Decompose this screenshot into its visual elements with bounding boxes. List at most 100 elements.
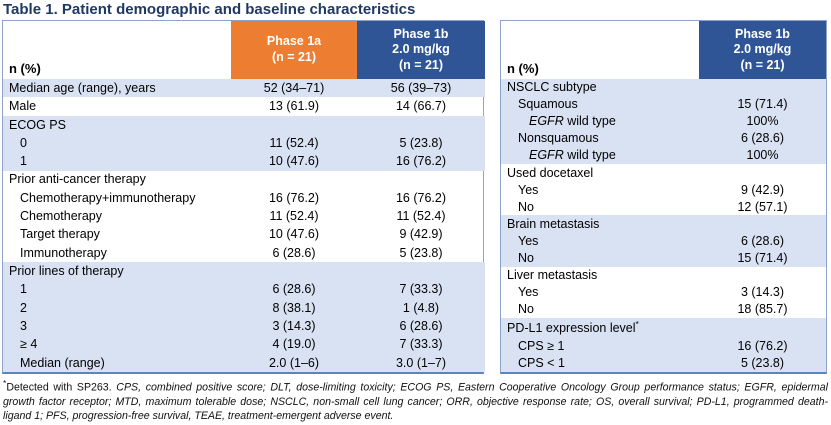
- header-row: n (%) Phase 1a (n = 21) Phase 1b 2.0 mg/…: [3, 21, 485, 79]
- row-value: 13 (61.9): [268, 99, 320, 114]
- row-label: ECOG PS: [3, 115, 231, 134]
- row-value: [231, 171, 357, 189]
- row-value: 7 (33.3): [357, 280, 485, 299]
- row-value: 1 (4.8): [357, 298, 485, 318]
- row-value: 11 (52.4): [269, 209, 319, 224]
- row-value: 5 (23.8): [699, 354, 826, 372]
- row-value: 6 (28.6): [231, 280, 357, 299]
- footnote-abbreviations: CPS, combined positive score; DLT, dose-…: [3, 381, 828, 422]
- row-value: 3 (14.3): [231, 317, 357, 336]
- row-label: Chemotherapy+immunotherapy: [20, 190, 196, 205]
- row-label: 1: [3, 280, 231, 299]
- left-table-body: Median age (range), years 52 (34–71) 56 (3…: [3, 79, 485, 372]
- row-label: No: [501, 249, 699, 267]
- row-label: EGFR wild type: [501, 113, 699, 131]
- table-row: 1 10 (47.6) 16 (76.2): [3, 152, 485, 171]
- row-label: Chemotherapy: [20, 209, 102, 224]
- row-label: Median (range): [3, 353, 231, 372]
- row-value: 10 (47.6): [268, 227, 320, 242]
- row-label-superscript: *: [635, 319, 639, 330]
- table-row: ECOG PS: [3, 115, 485, 134]
- row-label: ≥ 4: [3, 335, 231, 354]
- row-value: 6 (28.6): [272, 245, 316, 260]
- row-value: 6 (28.6): [699, 130, 826, 148]
- disease-characteristics-table: n (%) Phase 1b 2.0 mg/kg (n = 21) NSCLC …: [501, 21, 826, 372]
- table-row: EGFR wild type 100%: [501, 147, 826, 165]
- left-table-header: n (%) Phase 1a (n = 21) Phase 1b 2.0 mg/…: [3, 21, 485, 79]
- row-value: 4 (19.0): [231, 335, 357, 354]
- row-value: 3 (14.3): [740, 284, 785, 299]
- row-value: 15 (71.4): [699, 249, 826, 267]
- row-value: 52 (34–71): [231, 79, 357, 98]
- row-label: PD-L1 expression level*: [501, 317, 699, 338]
- demographics-table: n (%) Phase 1a (n = 21) Phase 1b 2.0 mg/…: [3, 21, 485, 372]
- header-row: n (%) Phase 1b 2.0 mg/kg (n = 21): [501, 21, 826, 79]
- table-row: Squamous 15 (71.4): [501, 96, 826, 114]
- row-label: Brain metastasis: [501, 215, 699, 233]
- row-value: 11 (52.4): [396, 209, 446, 224]
- row-value: 2.0 (1–6): [231, 353, 357, 372]
- table-row: Liver metastasis: [501, 267, 826, 284]
- row-label: Used docetaxel: [507, 165, 594, 180]
- table-row: Prior anti-cancer therapy: [3, 171, 485, 189]
- footnote: *Detected with SP263. CPS, combined posi…: [3, 378, 828, 423]
- right-table-header: n (%) Phase 1b 2.0 mg/kg (n = 21): [501, 21, 826, 79]
- table-row: Yes 6 (28.6): [501, 232, 826, 250]
- row-label: Immunotherapy: [20, 245, 107, 260]
- row-label: CPS ≥ 1: [501, 337, 699, 355]
- table-row: Yes 9 (42.9): [501, 181, 826, 198]
- row-value: 5 (23.8): [357, 133, 485, 153]
- row-value: [699, 267, 826, 284]
- row-label: Target therapy: [20, 227, 100, 242]
- row-label: No: [518, 199, 534, 214]
- table-row: Median (range) 2.0 (1–6) 3.0 (1–7): [3, 353, 485, 372]
- row-value: [699, 317, 826, 338]
- row-value: 16 (76.2): [395, 190, 447, 205]
- table-row: NSCLC subtype: [501, 79, 826, 97]
- table-row: Median age (range), years 52 (34–71) 56 (3…: [3, 79, 485, 98]
- table-row: Yes 3 (14.3): [501, 284, 826, 301]
- row-label: Male: [9, 99, 37, 114]
- row-value: [357, 171, 485, 189]
- col-header-phase1b: Phase 1b 2.0 mg/kg (n = 21): [699, 21, 826, 79]
- row-value: [357, 262, 485, 281]
- table-row: CPS ≥ 1 16 (76.2): [501, 337, 826, 355]
- footnote-lead: Detected with SP263.: [6, 381, 112, 394]
- row-value: 8 (38.1): [231, 298, 357, 318]
- row-label: Nonsquamous: [501, 130, 699, 148]
- row-value: 18 (85.7): [737, 301, 788, 316]
- table-row: Brain metastasis: [501, 215, 826, 233]
- row-value: 16 (76.2): [357, 152, 485, 171]
- left-table: n (%) Phase 1a (n = 21) Phase 1b 2.0 mg/…: [2, 20, 485, 374]
- row-value: 10 (47.6): [231, 152, 357, 171]
- right-table-body: NSCLC subtype Squamous 15 (71.4) EGFR wild …: [501, 79, 826, 372]
- row-value: 100%: [699, 113, 826, 131]
- row-value: [231, 115, 357, 134]
- table-row: Chemotherapy+immunotherapy 16 (76.2) 16 (7…: [3, 189, 485, 207]
- table-row: 0 11 (52.4) 5 (23.8): [3, 133, 485, 153]
- row-label: Liver metastasis: [507, 267, 598, 282]
- table-row: Immunotherapy 6 (28.6) 5 (23.8): [3, 244, 485, 262]
- row-value: 9 (42.9): [740, 182, 785, 197]
- table-row: No 12 (57.1): [501, 198, 826, 215]
- row-label: NSCLC subtype: [501, 79, 699, 97]
- row-value: [231, 262, 357, 281]
- row-label: Median age (range), years: [3, 79, 231, 98]
- table-row: No 18 (85.7): [501, 301, 826, 318]
- row-value: 3.0 (1–7): [357, 353, 485, 372]
- table-row: Male 13 (61.9) 14 (66.7): [3, 97, 485, 115]
- row-value: [357, 115, 485, 134]
- right-table: n (%) Phase 1b 2.0 mg/kg (n = 21) NSCLC …: [500, 20, 827, 374]
- row-label: Yes: [501, 232, 699, 250]
- table-row: Nonsquamous 6 (28.6): [501, 130, 826, 148]
- row-label-italic: EGFR: [529, 114, 564, 129]
- row-value: 12 (57.1): [737, 199, 788, 214]
- table-row: PD-L1 expression level*: [501, 317, 826, 338]
- row-value: 15 (71.4): [699, 96, 826, 114]
- row-label: 2: [3, 298, 231, 318]
